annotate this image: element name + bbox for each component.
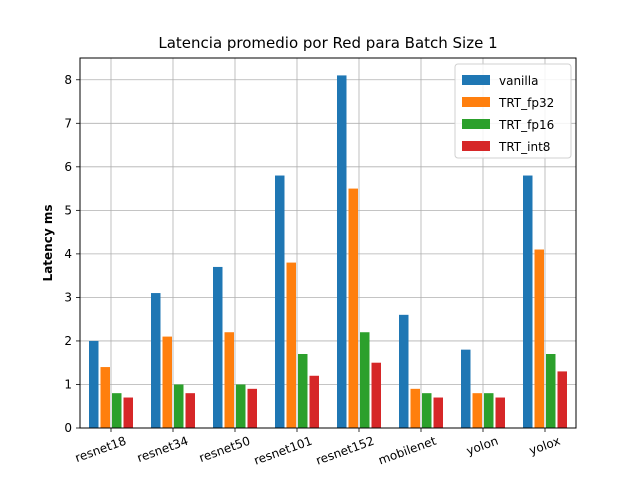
- legend-swatch-vanilla: [462, 75, 490, 85]
- bar-TRT_fp32-resnet34: [162, 336, 172, 428]
- bar-TRT_int8-resnet34: [185, 393, 195, 428]
- bar-TRT_fp32-resnet152: [348, 188, 358, 428]
- bar-TRT_int8-mobilenet: [433, 397, 443, 428]
- bar-TRT_int8-resnet101: [309, 375, 319, 428]
- bar-TRT_fp32-resnet18: [100, 367, 110, 428]
- x-tick-label: resnet18: [73, 434, 128, 465]
- y-tick-label: 8: [64, 73, 72, 87]
- x-tick-label: resnet152: [314, 434, 376, 468]
- bar-TRT_fp32-mobilenet: [410, 388, 420, 428]
- y-tick-label: 7: [64, 116, 72, 130]
- bar-TRT_int8-yolon: [495, 397, 505, 428]
- legend-box: [454, 63, 572, 159]
- x-tick-label: mobilenet: [376, 434, 438, 468]
- legend-swatch-TRT_fp32: [462, 97, 490, 107]
- y-tick-label: 5: [64, 203, 72, 217]
- bar-vanilla-resnet50: [213, 266, 223, 428]
- bar-TRT_fp16-yolon: [484, 393, 494, 428]
- x-axis: resnet18 resnet34 resnet50 resnet101 resnet1…: [73, 428, 562, 468]
- bar-TRT_int8-resnet18: [123, 397, 133, 428]
- legend-label-TRT_fp32: TRT_fp32: [498, 96, 554, 110]
- bar-TRT_fp32-resnet101: [286, 262, 296, 428]
- bar-TRT_fp16-resnet18: [112, 393, 122, 428]
- legend: vanilla TRT_fp32 TRT_fp16 TRT_int8: [454, 63, 572, 159]
- y-tick-label: 3: [64, 290, 72, 304]
- bar-TRT_int8-yolox: [557, 371, 567, 428]
- bar-vanilla-resnet152: [337, 75, 347, 428]
- x-tick-label: yolon: [464, 434, 500, 458]
- legend-swatch-TRT_int8: [462, 141, 490, 151]
- y-axis-label: Latency ms: [41, 205, 55, 282]
- legend-label-TRT_int8: TRT_int8: [498, 140, 550, 154]
- bar-TRT_int8-resnet50: [247, 388, 257, 428]
- bar-TRT_fp16-resnet101: [298, 354, 308, 428]
- bar-vanilla-resnet18: [89, 340, 99, 428]
- bar-TRT_fp16-resnet152: [360, 332, 370, 428]
- bar-TRT_int8-resnet152: [371, 362, 381, 428]
- legend-swatch-TRT_fp16: [462, 119, 490, 129]
- bar-TRT_fp32-resnet50: [224, 332, 234, 428]
- x-tick-label: resnet34: [135, 434, 190, 465]
- bar-vanilla-yolon: [461, 349, 471, 428]
- y-tick-label: 1: [64, 377, 72, 391]
- bar-TRT_fp16-yolox: [546, 354, 556, 428]
- chart-title: Latencia promedio por Red para Batch Siz…: [158, 34, 497, 52]
- bar-vanilla-yolox: [523, 175, 533, 428]
- y-tick-label: 6: [64, 160, 72, 174]
- x-tick-label: resnet50: [197, 434, 252, 465]
- bars: [89, 75, 567, 428]
- y-tick-label: 2: [64, 334, 72, 348]
- x-tick-label: resnet101: [252, 434, 314, 468]
- plot-frame: [79, 57, 577, 429]
- bar-TRT_fp16-resnet50: [236, 384, 246, 428]
- x-tick-label: yolox: [527, 434, 562, 458]
- y-tick-label: 4: [64, 247, 72, 261]
- bar-TRT_fp16-resnet34: [174, 384, 184, 428]
- bar-vanilla-resnet34: [151, 293, 161, 428]
- bar-TRT_fp32-yolox: [534, 249, 544, 428]
- legend-label-TRT_fp16: TRT_fp16: [498, 118, 554, 132]
- bar-vanilla-mobilenet: [399, 314, 409, 428]
- y-tick-label: 0: [64, 421, 72, 435]
- legend-label-vanilla: vanilla: [499, 74, 538, 88]
- y-axis: 0 1 2 3 4 5 6 7 8: [64, 73, 80, 435]
- bar-TRT_fp32-yolon: [472, 393, 482, 428]
- bar-vanilla-resnet101: [275, 175, 285, 428]
- bar-TRT_fp16-mobilenet: [422, 393, 432, 428]
- grid: [80, 58, 576, 429]
